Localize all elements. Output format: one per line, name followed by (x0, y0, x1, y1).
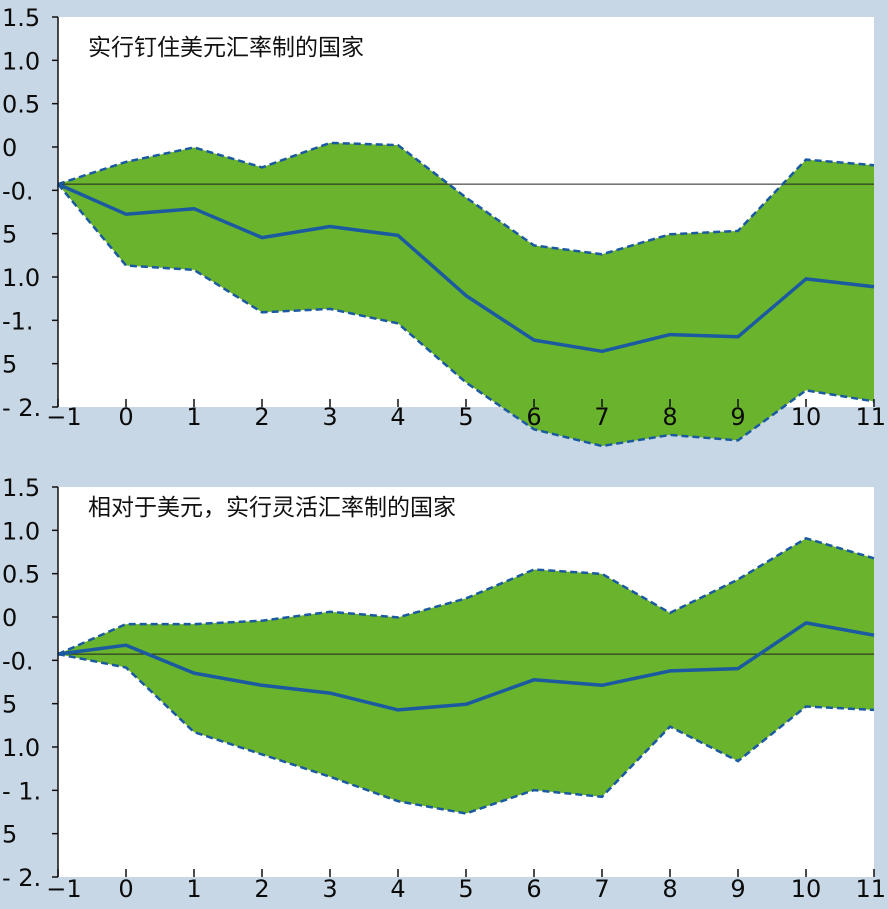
x-tick-label: 4 (390, 403, 405, 431)
y-tick-label: 0.5 (2, 91, 40, 119)
y-tick-label: 5 (2, 691, 17, 719)
chart-panel-1: 1.5 1.0 0.5 0 -0. 5 1.0 -1. 5 - 2. −1 0 1 2 3 4 5 6 7 8 9 10 1… (2, 4, 886, 448)
x-tick-label: 3 (322, 403, 337, 431)
x-tick-label: 7 (594, 403, 609, 431)
central-estimate-line (57, 182, 875, 354)
y-tick-label: - 2. (2, 394, 41, 422)
x-tick-label: 5 (458, 875, 473, 903)
y-tick-label: -0. (2, 647, 34, 675)
y-tick-label: - 1. (2, 777, 41, 805)
confidence-band (58, 538, 874, 814)
x-tick-label: 11 (855, 875, 886, 903)
x-tick-label: 2 (254, 403, 269, 431)
y-tick-label: 0 (2, 134, 17, 162)
upper-bound-line (57, 141, 875, 256)
y-tick-label: 1.0 (2, 734, 40, 762)
x-tick-label: 2 (254, 875, 269, 903)
y-tick-label: 1.5 (2, 474, 40, 502)
x-tick-label: 11 (855, 403, 886, 431)
x-tick-label: 3 (322, 875, 337, 903)
y-tick-label: 1.0 (2, 47, 40, 75)
x-tick-label: 0 (118, 403, 133, 431)
x-tick-label: 10 (791, 875, 822, 903)
y-tick-label: 1.0 (2, 517, 40, 545)
x-tick-label: −1 (46, 875, 81, 903)
y-tick-label: 5 (2, 221, 17, 249)
x-tick-label: 7 (594, 875, 609, 903)
y-tick-label: - 2. (2, 864, 41, 892)
x-tick-label: 8 (662, 403, 677, 431)
x-tick-label: 1 (186, 875, 201, 903)
y-tick-label: 1.0 (2, 264, 40, 292)
lower-bound-line (57, 183, 875, 448)
x-tick-label: 9 (730, 875, 745, 903)
y-tick-label: 1.5 (2, 4, 40, 32)
panel-title: 实行钉住美元汇率制的国家 (88, 35, 364, 61)
x-tick-label: 1 (186, 403, 201, 431)
y-tick-label: -1. (2, 307, 34, 335)
y-tick-label: 0 (2, 604, 17, 632)
y-tick-label: 0.5 (2, 561, 40, 589)
x-tick-label: 8 (662, 875, 677, 903)
x-tick-label: −1 (46, 403, 81, 431)
panel-title: 相对于美元，实行灵活汇率制的国家 (88, 495, 456, 521)
y-tick-label: 5 (2, 821, 17, 849)
chart-panel-2: 1.5 1.0 0.5 0 -0. 5 1.0 - 1. 5 - 2. −1 0 1 2 3 4 5 6 7 8 9 10… (2, 474, 886, 903)
x-tick-label: 9 (730, 403, 745, 431)
lower-bound-line (57, 652, 875, 815)
central-estimate-line (57, 621, 875, 712)
x-tick-label: 10 (791, 403, 822, 431)
x-tick-label: 6 (526, 403, 541, 431)
x-tick-label: 5 (458, 403, 473, 431)
x-tick-label: 0 (118, 875, 133, 903)
y-tick-label: 5 (2, 351, 17, 379)
x-tick-label: 6 (526, 875, 541, 903)
x-tick-label: 4 (390, 875, 405, 903)
y-tick-label: -0. (2, 177, 34, 205)
